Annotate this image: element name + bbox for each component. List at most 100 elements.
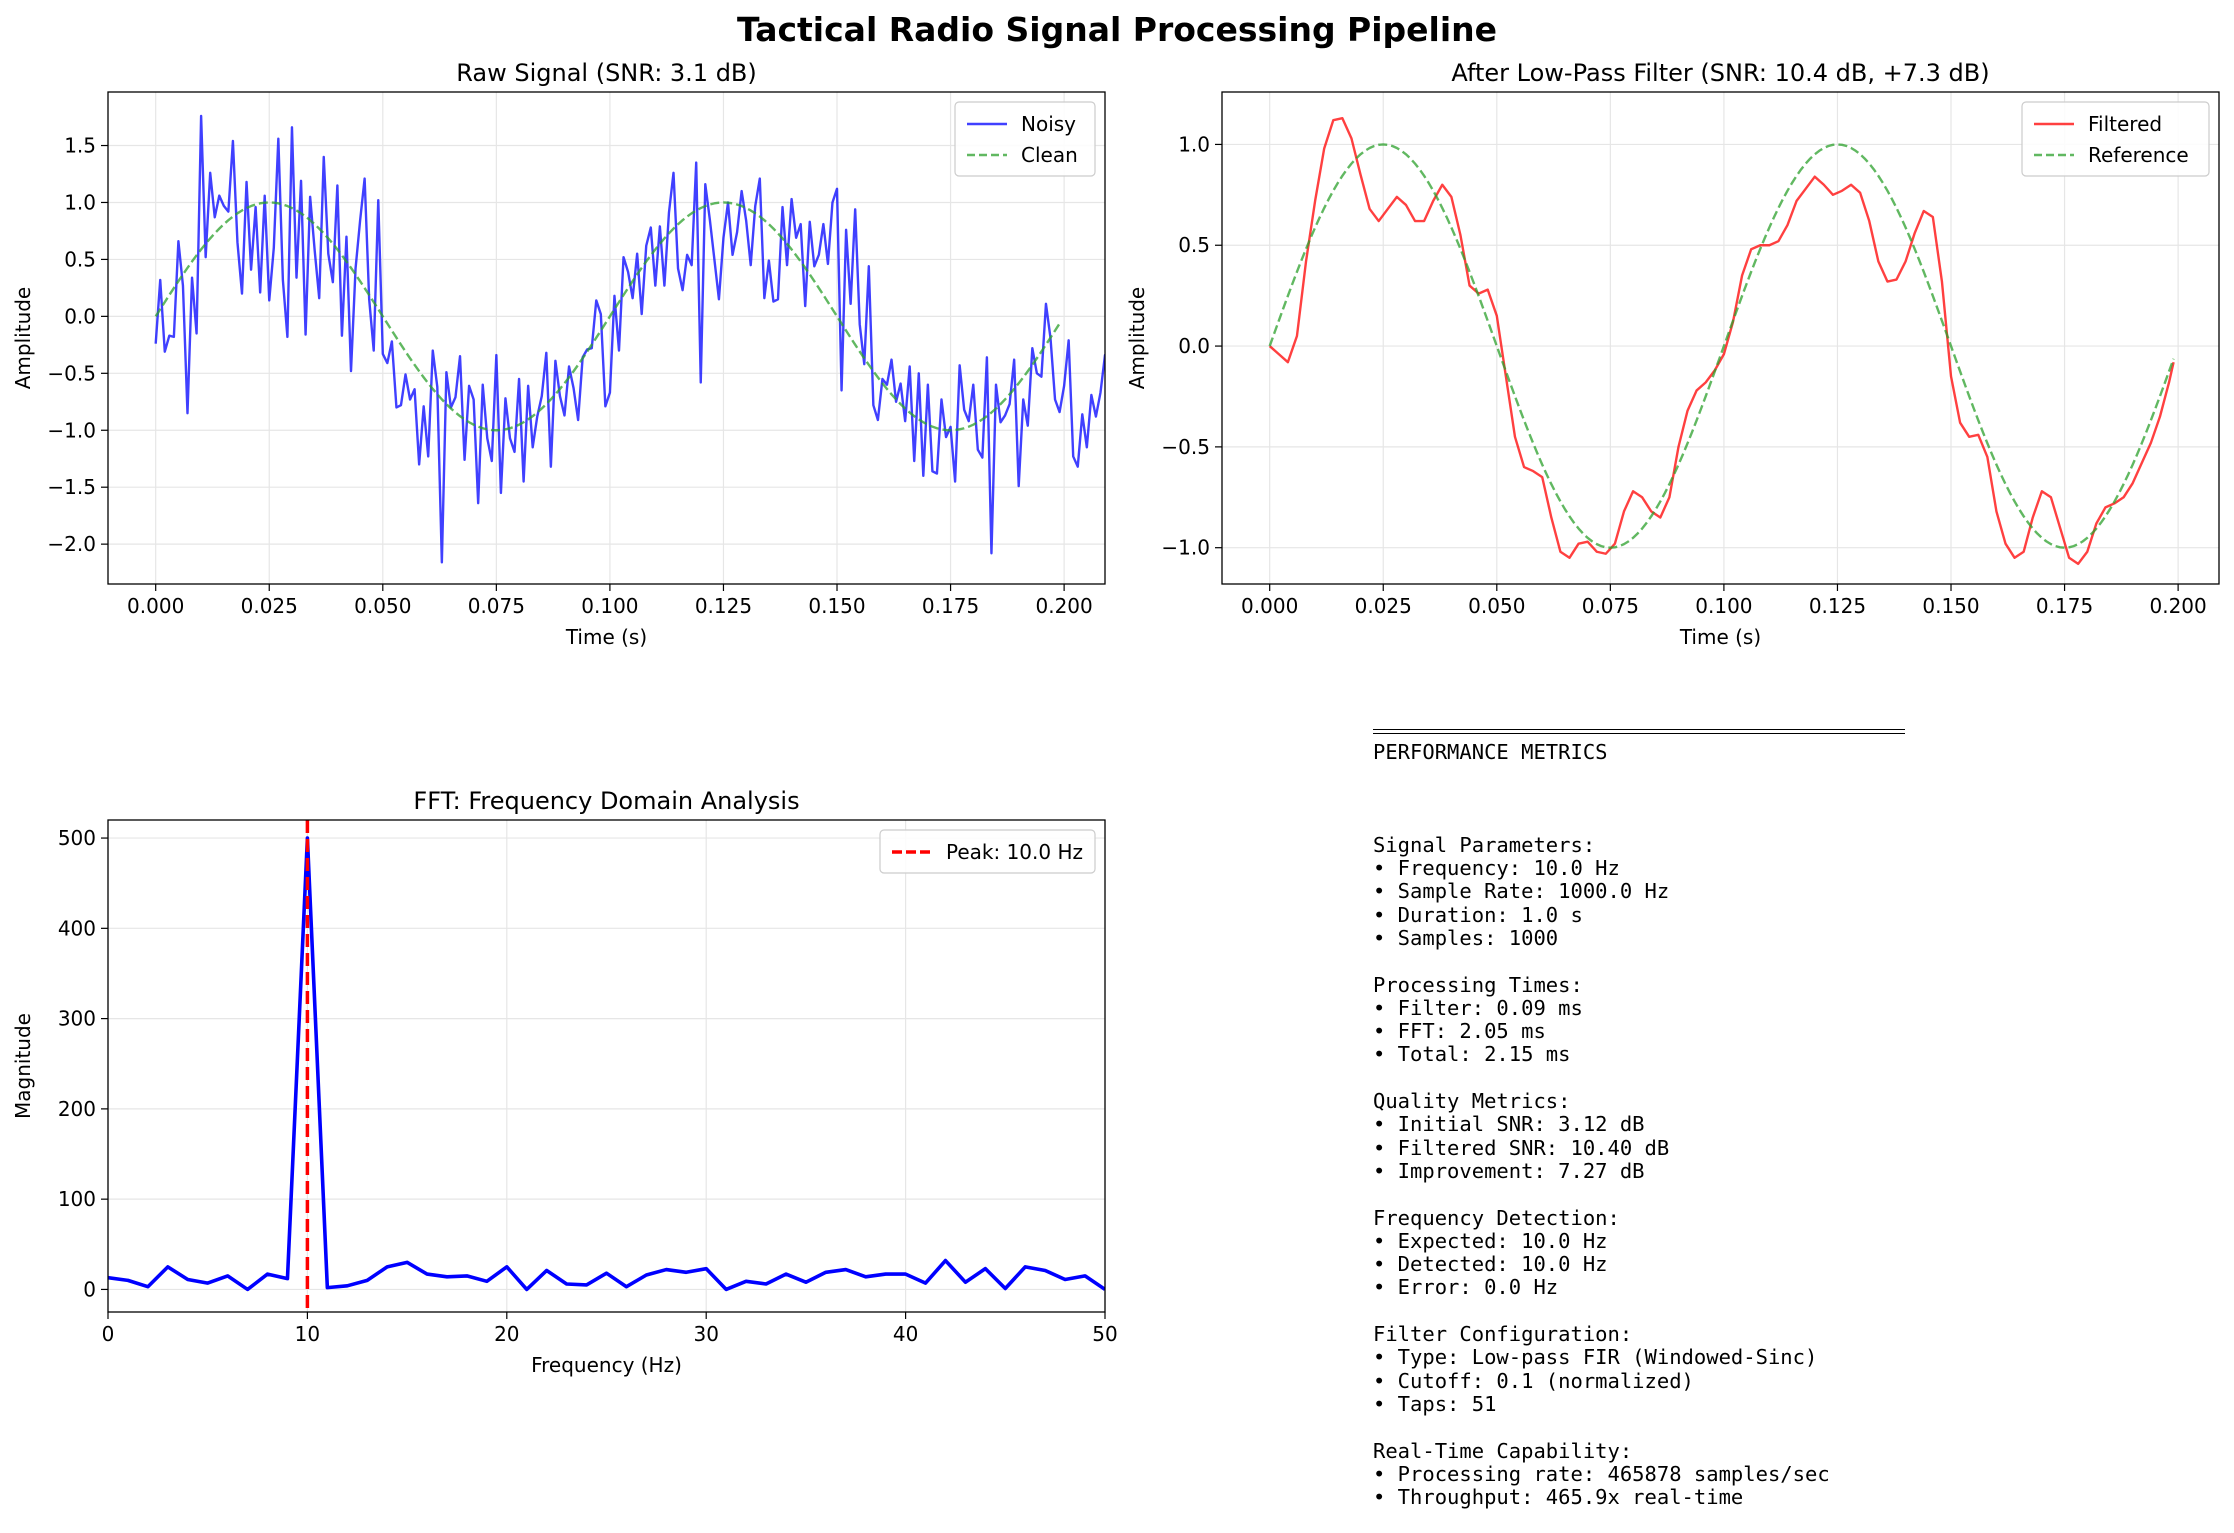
x-tick-label: 0.025 (241, 594, 298, 618)
metrics-line: • Taps: 51 (1373, 1391, 1497, 1416)
x-axis-label: Time (s) (1679, 625, 1761, 649)
y-tick-label: 0.0 (64, 304, 96, 328)
filtered-line (1268, 117, 2175, 566)
x-tick-label: 0.075 (1582, 594, 1639, 618)
clean-line (154, 201, 1061, 432)
x-tick-label: 0.075 (468, 594, 525, 618)
metrics-line: • Improvement: 7.27 dB (1373, 1158, 1645, 1183)
metrics-line: • Expected: 10.0 Hz (1373, 1228, 1608, 1253)
x-tick-label: 0.200 (1035, 594, 1092, 618)
x-tick-label: 0.175 (922, 594, 979, 618)
metrics-spacer (1373, 950, 1830, 973)
legend: Peak: 10.0 Hz (879, 829, 1096, 874)
raw-signal-axes: 0.000 0.025 0.050 0.075 0.100 0.125 0.150 0.175… (11, 59, 1106, 649)
y-tick-label: −0.5 (1161, 435, 1210, 459)
reference-line (1268, 143, 2175, 549)
metrics-line: • Samples: 1000 (1373, 925, 1559, 950)
y-axis-label: Magnitude (11, 1013, 35, 1119)
performance-metrics-panel: PERFORMANCE METRICS Signal Parameters: • … (1373, 694, 1830, 1533)
metrics-line: • Type: Low-pass FIR (Windowed-Sinc) (1373, 1345, 1818, 1370)
metrics-line: • Detected: 10.0 Hz (1373, 1252, 1608, 1277)
axes-title: FFT: Frequency Domain Analysis (413, 787, 799, 815)
x-tick-label: 10 (295, 1322, 320, 1346)
y-tick-label: 300 (58, 1007, 96, 1031)
y-tick-label: 400 (58, 916, 96, 940)
x-axis-label: Time (s) (565, 625, 647, 649)
y-tick-label: 100 (58, 1187, 96, 1211)
y-tick-label: 0.5 (64, 247, 96, 271)
x-axis-label: Frequency (Hz) (531, 1353, 682, 1377)
legend-label: Filtered (2088, 112, 2162, 136)
x-tick-label: 0.050 (1468, 594, 1525, 618)
metrics-spacer (1373, 810, 1830, 833)
x-tick-label: 40 (893, 1322, 918, 1346)
plot-area (1268, 117, 2175, 566)
y-axis-label: Amplitude (1125, 287, 1149, 390)
metrics-line: Processing Times: (1373, 972, 1583, 997)
metrics-line: Filter Configuration: (1373, 1322, 1633, 1347)
figure-suptitle: Tactical Radio Signal Processing Pipelin… (737, 10, 1497, 49)
metrics-spacer (1373, 1300, 1830, 1323)
x-tick-label: 0.000 (127, 594, 184, 618)
legend-label: Noisy (1021, 112, 1076, 136)
metrics-line: • Cutoff: 0.1 (normalized) (1373, 1368, 1694, 1393)
y-tick-label: 1.0 (64, 190, 96, 214)
x-tick-label: 0.100 (581, 594, 638, 618)
y-tick-label: 1.0 (1178, 132, 1210, 156)
y-tick-label: −1.5 (47, 475, 96, 499)
filtered-signal-axes: 0.000 0.025 0.050 0.075 0.100 0.125 0.150 0.175… (1125, 59, 2220, 649)
x-tick-label: 0.000 (1241, 594, 1298, 618)
metrics-line: Quality Metrics: (1373, 1089, 1571, 1114)
y-tick-label: 0.0 (1178, 334, 1210, 358)
legend-label: Peak: 10.0 Hz (946, 840, 1083, 864)
metrics-header-underline (1373, 729, 1905, 734)
y-tick-label: 500 (58, 826, 96, 850)
x-tick-label: 0.125 (1809, 594, 1866, 618)
legend-label: Reference (2088, 143, 2189, 167)
y-tick-label: 200 (58, 1097, 96, 1121)
plot-area (108, 820, 1105, 1312)
x-tick-label: 50 (1092, 1322, 1117, 1346)
x-tick-label: 20 (494, 1322, 519, 1346)
axes-frame (107, 819, 1106, 1313)
metrics-line: • Frequency: 10.0 Hz (1373, 856, 1620, 881)
legend-label: Clean (1021, 143, 1078, 167)
legend-box (954, 101, 1096, 177)
metrics-line: • Total: 2.15 ms (1373, 1042, 1571, 1067)
x-tick-label: 0.175 (2036, 594, 2093, 618)
plot-area (154, 114, 1105, 564)
y-tick-label: 0.5 (1178, 233, 1210, 257)
legend: Noisy Clean (954, 101, 1096, 177)
x-tick-label: 0 (102, 1322, 115, 1346)
series-line (108, 836, 1105, 1292)
y-tick-label: −1.0 (1161, 536, 1210, 560)
legend-box (879, 829, 1096, 874)
metrics-line: • Initial SNR: 3.12 dB (1373, 1112, 1645, 1137)
y-tick-label: −1.0 (47, 418, 96, 442)
y-axis-label: Amplitude (11, 287, 35, 390)
metrics-line: Frequency Detection: (1373, 1205, 1620, 1230)
x-tick-label: 0.150 (1922, 594, 1979, 618)
metrics-line: Real-Time Capability: (1373, 1438, 1633, 1463)
y-tick-label: −2.0 (47, 532, 96, 556)
metrics-spacer (1373, 1067, 1830, 1090)
y-tick-label: −0.5 (47, 361, 96, 385)
axes-frame (1221, 91, 2220, 585)
x-tick-label: 0.100 (1695, 594, 1752, 618)
metrics-line: • FFT: 2.05 ms (1373, 1019, 1546, 1044)
x-tick-label: 30 (693, 1322, 718, 1346)
x-tick-label: 0.150 (808, 594, 865, 618)
metrics-line: Signal Parameters: (1373, 832, 1596, 857)
metrics-lines: Signal Parameters: • Frequency: 10.0 Hz • … (1373, 810, 1830, 1509)
y-tick-label: 1.5 (64, 134, 96, 158)
metrics-line: • Throughput: 465.9x real-time (1373, 1485, 1744, 1510)
figure: Tactical Radio Signal Processing Pipelin… (11, 10, 2220, 1377)
metrics-line: • Duration: 1.0 s (1373, 902, 1583, 927)
axes-title: After Low-Pass Filter (SNR: 10.4 dB, +7.… (1451, 59, 1989, 87)
metrics-line: • Filter: 0.09 ms (1373, 995, 1583, 1020)
metrics-header: PERFORMANCE METRICS (1373, 739, 1608, 764)
x-tick-label: 0.050 (354, 594, 411, 618)
legend-box (2021, 101, 2210, 177)
axes-title: Raw Signal (SNR: 3.1 dB) (456, 59, 757, 87)
